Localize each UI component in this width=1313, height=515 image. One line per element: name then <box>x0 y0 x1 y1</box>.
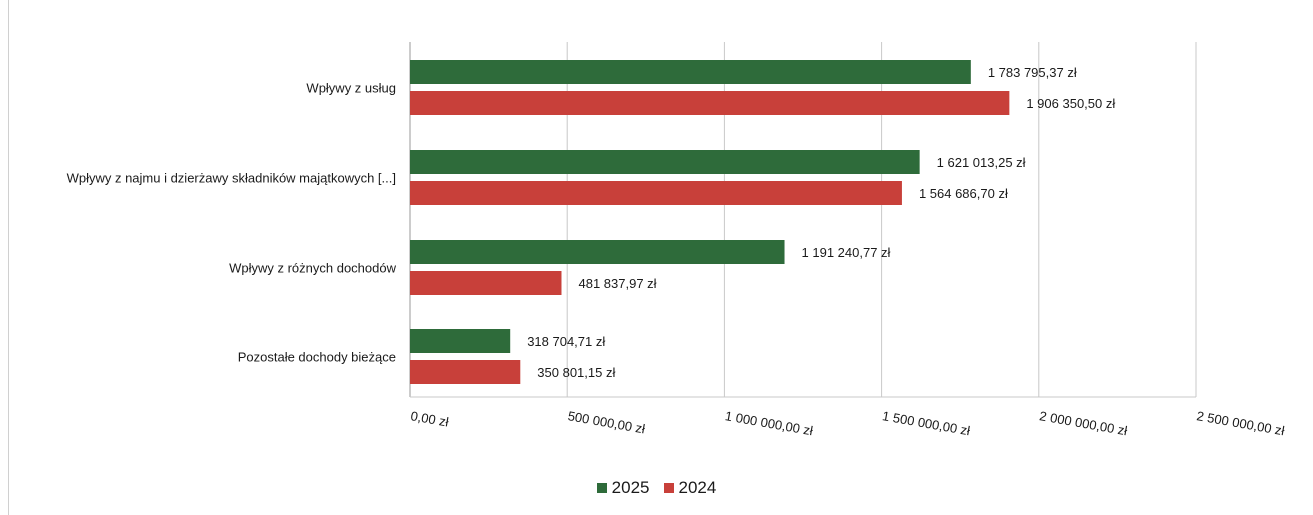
value-label-2024-0: 1 906 350,50 zł <box>1026 96 1115 111</box>
value-label-2025-0: 1 783 795,37 zł <box>988 65 1077 80</box>
category-label-1: Wpływy z najmu i dzierżawy składników ma… <box>67 171 396 186</box>
legend-item-2025: 2025 <box>596 478 650 498</box>
bar-2024-0 <box>410 91 1010 115</box>
x-tick-label-1: 500 000,00 zł <box>567 408 647 436</box>
legend-swatch-2024 <box>663 483 674 493</box>
x-tick-label-2: 1 000 000,00 zł <box>724 408 814 438</box>
category-label-2: Wpływy z różnych dochodów <box>229 261 397 276</box>
x-tick-label-4: 2 000 000,00 zł <box>1038 408 1128 438</box>
value-label-2024-2: 481 837,97 zł <box>578 276 656 291</box>
value-label-2025-2: 1 191 240,77 zł <box>802 245 891 260</box>
legend-swatch-2025 <box>596 483 607 493</box>
value-label-2025-3: 318 704,71 zł <box>527 334 605 349</box>
category-label-0: Wpływy z usług <box>306 81 396 96</box>
bar-2025-2 <box>410 240 785 264</box>
x-tick-label-5: 2 500 000,00 zł <box>1195 408 1285 438</box>
legend-label-2024: 2024 <box>678 478 717 497</box>
legend-item-2024: 2024 <box>663 478 717 498</box>
bar-2025-1 <box>410 150 920 174</box>
value-label-2024-1: 1 564 686,70 zł <box>919 186 1008 201</box>
bar-2024-3 <box>410 360 521 384</box>
value-label-2025-1: 1 621 013,25 zł <box>937 155 1026 170</box>
category-label-3: Pozostałe dochody bieżące <box>238 350 396 365</box>
value-label-2024-3: 350 801,15 zł <box>537 365 615 380</box>
bar-2025-3 <box>410 329 511 353</box>
chart-legend: 2025 2024 <box>0 478 1313 498</box>
bar-2024-2 <box>410 271 562 295</box>
bar-2024-1 <box>410 181 902 205</box>
x-tick-label-3: 1 500 000,00 zł <box>881 408 971 438</box>
legend-label-2025: 2025 <box>611 478 650 497</box>
x-tick-label-0: 0,00 zł <box>409 408 449 429</box>
page-left-border <box>8 0 9 515</box>
bar-2025-0 <box>410 60 971 84</box>
